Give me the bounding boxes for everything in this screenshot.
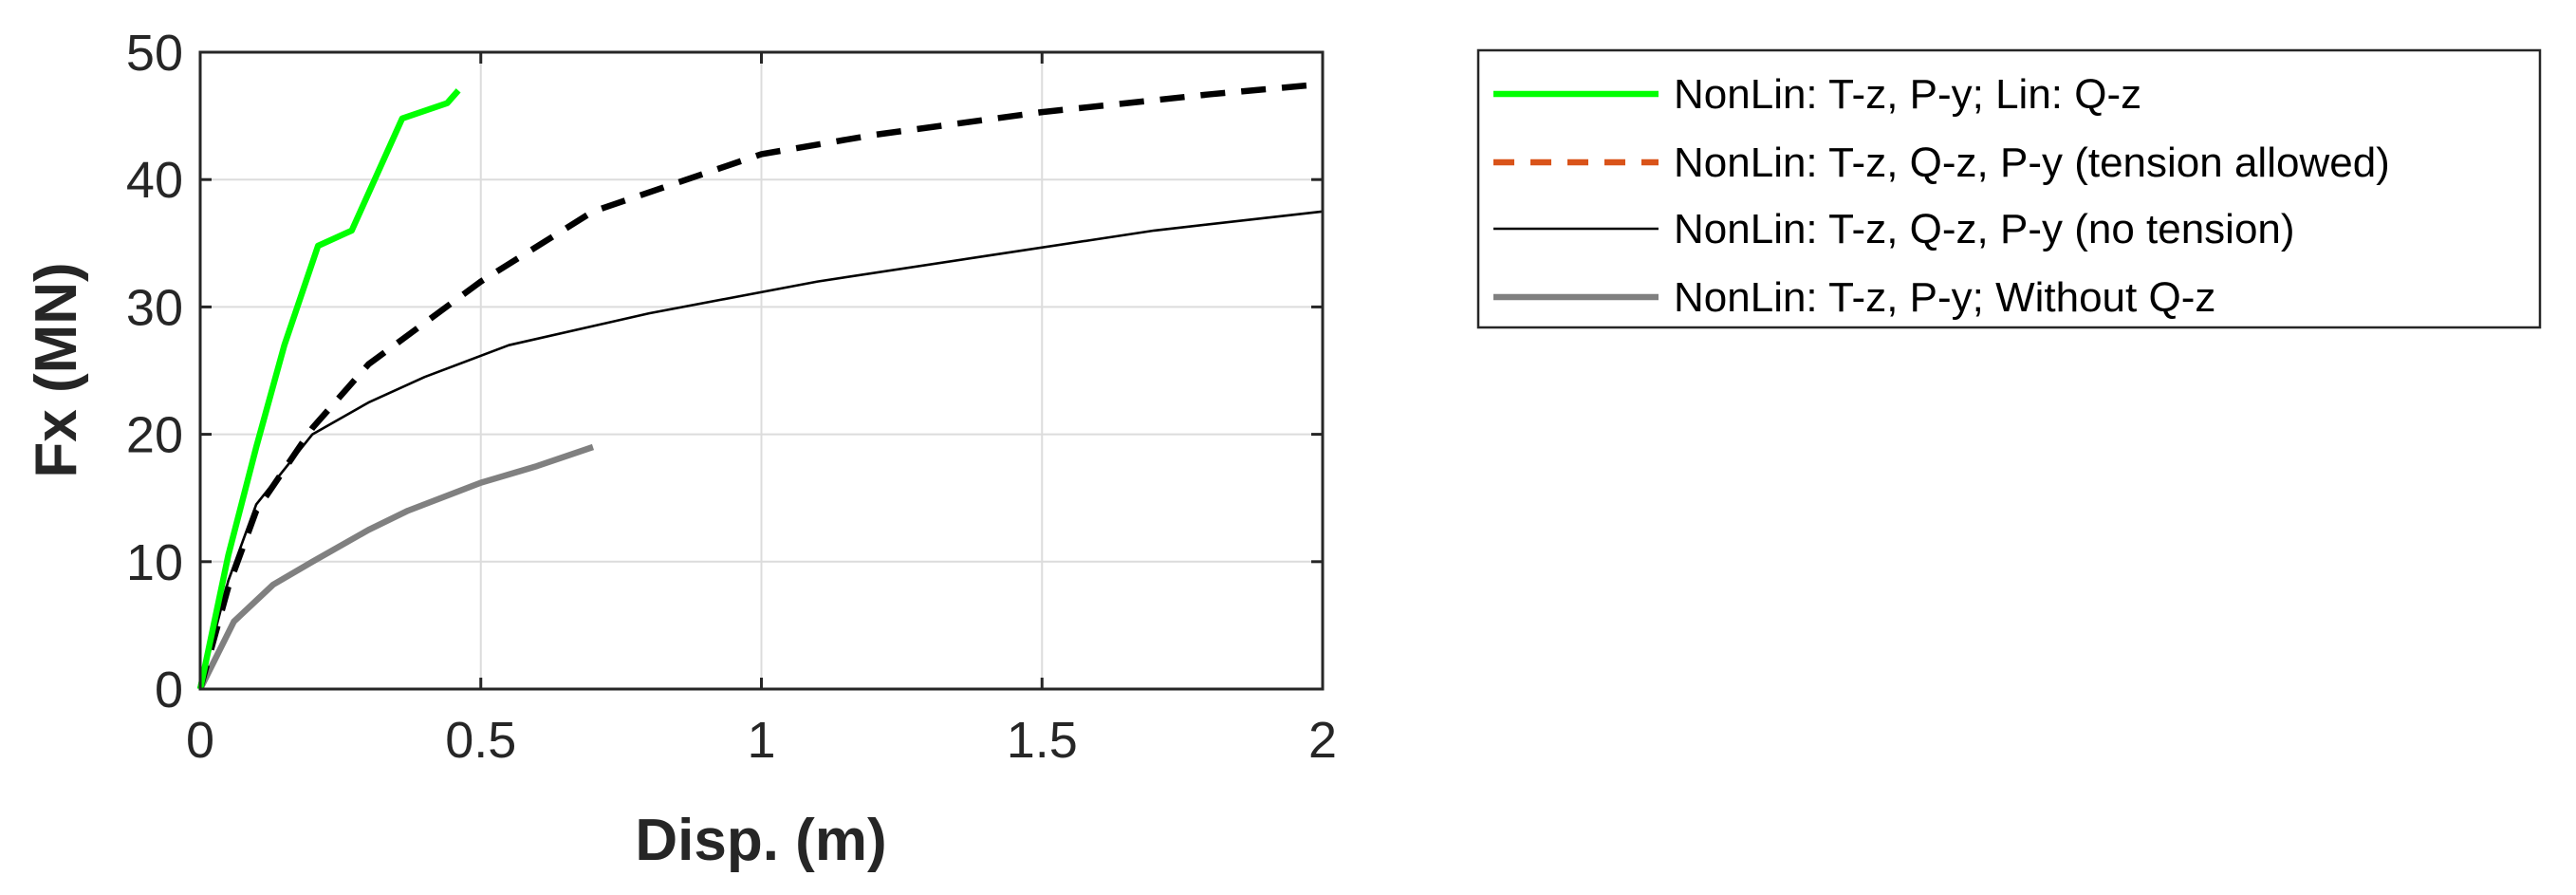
legend-label-1: NonLin: T-z, P-y; Lin: Q-z (1674, 71, 2141, 118)
y-axis-label: Fx (MN) (24, 262, 89, 477)
y-tick-label: 50 (126, 25, 183, 82)
y-tick-label: 40 (126, 152, 183, 209)
y-tick-label: 20 (126, 407, 183, 464)
x-tick-label: 0.5 (445, 712, 516, 769)
y-tick-label: 30 (126, 279, 183, 336)
ticks (198, 50, 1325, 691)
series-line-2 (196, 81, 1324, 690)
legend-label-3: NonLin: T-z, Q-z, P-y (no tension) (1674, 206, 2295, 252)
x-tick-label: 0 (186, 712, 214, 769)
x-tick-label: 1.5 (1007, 712, 1078, 769)
legend: NonLin: T-z, P-y; Lin: Q-z NonLin: T-z, Q… (1476, 48, 2542, 329)
x-axis-label: Disp. (m) (635, 808, 886, 873)
y-tick-label: 10 (126, 534, 183, 591)
legend-label-4: NonLin: T-z, P-y; Without Q-z (1674, 274, 2215, 321)
legend-label-2: NonLin: T-z, Q-z, P-y (tension allowed) (1674, 140, 2390, 186)
series-line-4 (197, 443, 595, 691)
x-tick-label: 2 (1308, 712, 1337, 769)
series-line-1 (196, 88, 461, 690)
y-tick-label: 0 (155, 662, 183, 718)
series-layer (196, 81, 1324, 691)
x-tick-label: 1 (747, 712, 775, 769)
legend-items: NonLin: T-z, P-y; Lin: Q-z NonLin: T-z, Q… (1493, 71, 2390, 321)
